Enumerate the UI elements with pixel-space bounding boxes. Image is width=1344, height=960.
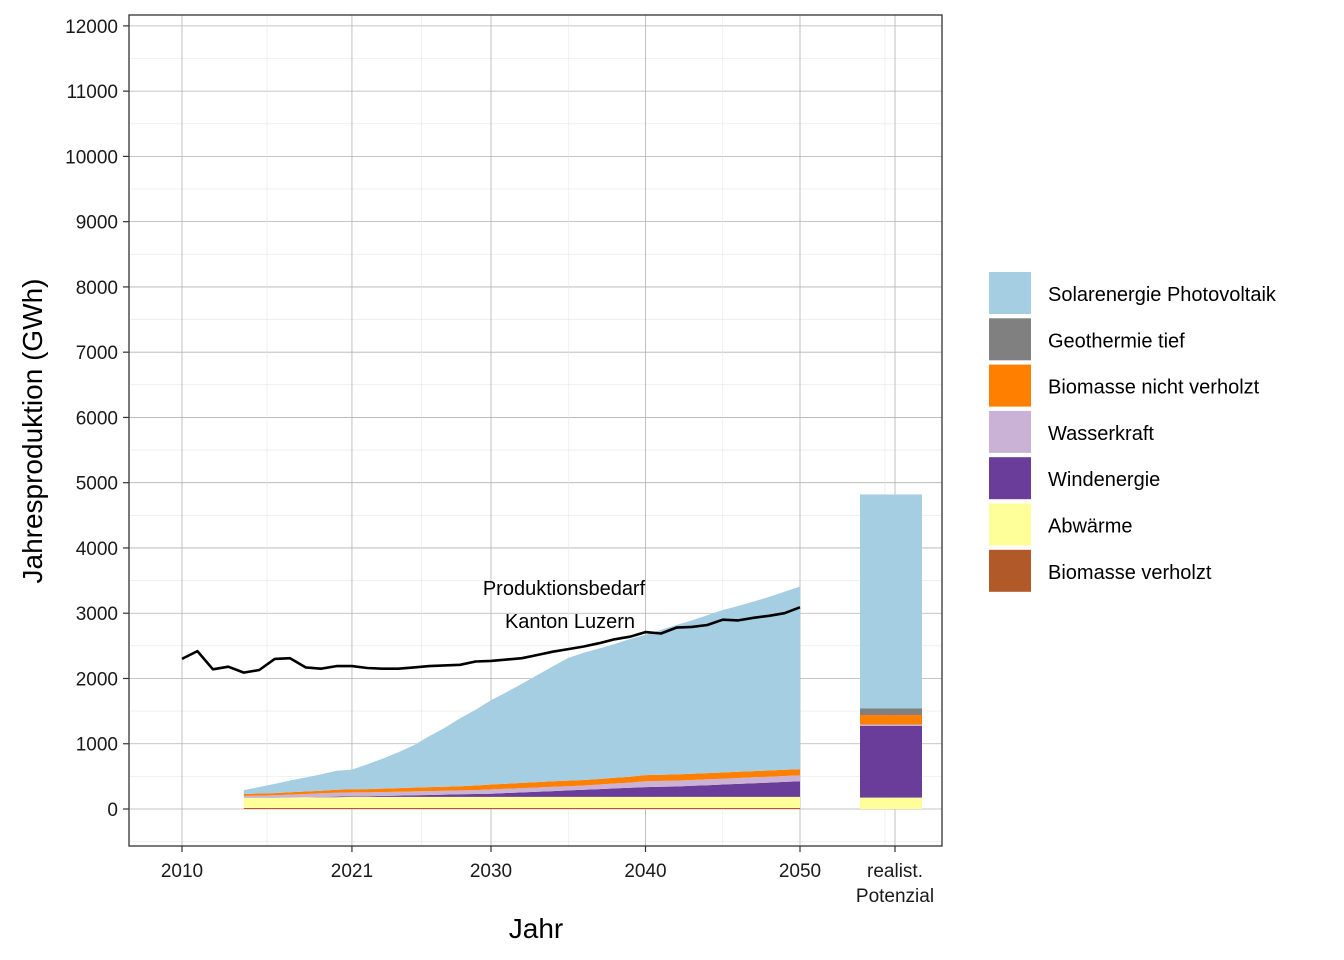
- demand-label-line-1: Produktionsbedarf: [483, 578, 646, 600]
- legend-key-windenergie: [989, 457, 1031, 500]
- area-biomasse-verholzt: [243, 808, 801, 809]
- y-tick-label: 11000: [67, 82, 118, 103]
- potential-segment-wasserkraft: [860, 724, 922, 726]
- y-tick-label: 10000: [65, 147, 118, 168]
- legend-label-biomasse-verholzt: Biomasse verholzt: [1048, 562, 1212, 584]
- x-tick-label: 2050: [779, 861, 821, 882]
- area-windenergie: [243, 781, 801, 798]
- area-solarenergie-photovoltaik: [243, 586, 801, 794]
- y-tick-label: 12000: [65, 17, 118, 38]
- legend-key-abw-rme: [989, 503, 1031, 546]
- potential-segment-windenergie: [860, 725, 922, 798]
- y-tick-label: 1000: [76, 735, 118, 756]
- demand-line-group: [181, 606, 801, 674]
- potential-segment-abw-rme: [860, 797, 922, 809]
- y-axis-title: Jahresproduktion (GWh): [17, 278, 48, 583]
- legend-key-biomasse-verholzt: [989, 549, 1031, 592]
- legend: Solarenergie Photovoltaik Geothermie tief…: [989, 272, 1277, 592]
- x-axis: 2010 2021 2030 2040 2050 realist. Potenzial: [161, 846, 934, 907]
- legend-label-windenergie: Windenergie: [1048, 469, 1160, 491]
- area-abw-rme: [243, 796, 801, 808]
- legend-label-abw-rme: Abwärme: [1048, 516, 1132, 538]
- x-tick-label-potential: Potenzial: [856, 886, 934, 907]
- legend-key-solarenergie-photovoltaik: [989, 272, 1031, 314]
- y-tick-label: 3000: [76, 604, 118, 625]
- y-tick-label: 0: [107, 800, 118, 821]
- legend-key-geothermie-tief: [989, 318, 1031, 361]
- x-tick-label: 2010: [161, 861, 203, 882]
- y-tick-label: 6000: [76, 408, 118, 429]
- y-tick-label: 8000: [76, 278, 118, 299]
- stacked-areas: [243, 586, 801, 809]
- legend-label-geothermie-tief: Geothermie tief: [1048, 330, 1185, 352]
- legend-label-solarenergie-photovoltaik: Solarenergie Photovoltaik: [1048, 284, 1277, 306]
- y-tick-label: 2000: [76, 669, 118, 690]
- x-tick-label: 2030: [470, 861, 512, 882]
- demand-label-line-2: Kanton Luzern: [505, 611, 635, 633]
- y-tick-label: 9000: [76, 213, 118, 234]
- x-tick-label-potential: realist.: [867, 861, 923, 882]
- y-tick-label: 4000: [76, 539, 118, 560]
- area-wasserkraft: [243, 775, 801, 798]
- x-tick-label: 2021: [331, 861, 373, 882]
- potential-bar: [860, 494, 922, 809]
- x-axis-title: Jahr: [509, 913, 563, 944]
- plot-border: [128, 14, 943, 847]
- potential-segment-biomasse-nicht-verholzt: [860, 715, 922, 725]
- legend-label-wasserkraft: Wasserkraft: [1048, 423, 1154, 445]
- y-tick-label: 7000: [76, 343, 118, 364]
- y-tick-label: 5000: [76, 474, 118, 495]
- legend-key-wasserkraft: [989, 410, 1031, 453]
- x-tick-label: 2040: [624, 861, 666, 882]
- potential-segment-solarenergie-photovoltaik: [860, 494, 922, 709]
- legend-key-biomasse-nicht-verholzt: [989, 364, 1031, 407]
- potential-segment-geothermie-tief: [860, 708, 922, 716]
- y-axis: 0 1000 2000 3000 4000 5000 6000 7000 8000 9000 100…: [65, 17, 129, 821]
- area-biomasse-nicht-verholzt: [243, 769, 801, 796]
- demand-line: [181, 606, 801, 674]
- legend-label-biomasse-nicht-verholzt: Biomasse nicht verholzt: [1048, 377, 1260, 399]
